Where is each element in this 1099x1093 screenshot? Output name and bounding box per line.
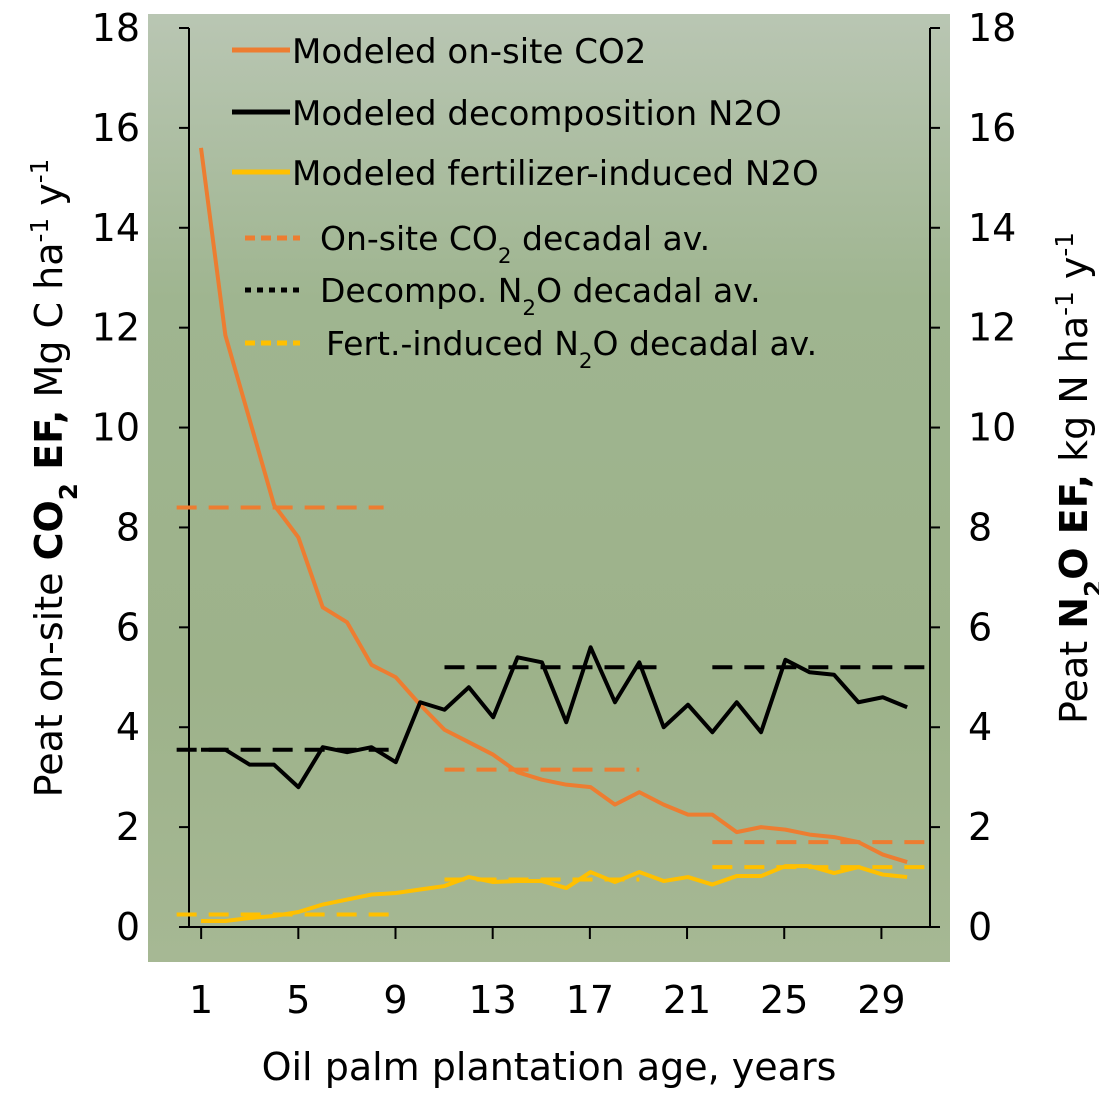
y-axis-title-part: EF, [27,410,71,483]
y-axis-title-part: y [27,183,71,218]
y2-tick-label: 16 [968,106,1016,150]
x-axis-title: Oil palm plantation age, years [262,1045,837,1089]
legend-label-part: decadal av. [512,219,711,258]
legend-label-part: O decadal av. [536,271,761,310]
x-tick-label: 5 [286,978,310,1022]
legend-label-part: Decompo. N [320,271,522,310]
legend-label-part: O decadal av. [593,324,818,363]
y-tick-label: 6 [116,605,140,649]
x-tick-label: 21 [663,978,711,1022]
y2-axis-title-part: N [1052,597,1096,629]
y-axis-title-part: -1 [25,218,54,243]
x-tick-label: 9 [383,978,407,1022]
legend-label-part: 2 [498,244,512,269]
legend-label-part: Fert.-induced N [326,324,579,363]
y2-tick-label: 2 [968,805,992,849]
page: 0 2 4 6 8 10 12 14 16 18 0 2 4 6 8 10 12 14 16 18 1 5 9 13 17 21 2… [0,0,1099,1093]
y-tick-label: 16 [92,106,140,150]
y2-tick-label: 6 [968,605,992,649]
y2-axis-title: Peat N2O EF, kg N ha-1 y-1 [1050,232,1099,724]
x-tick-label: 17 [566,978,614,1022]
y2-tick-label: 4 [968,705,992,749]
y-tick-label: 2 [116,805,140,849]
x-tick-label: 1 [189,978,213,1022]
y-tick-label: 4 [116,705,140,749]
y-tick-label: 12 [92,306,140,350]
y-tick-label: 10 [92,406,140,450]
legend-label-part: 2 [522,296,536,321]
legend-label: Modeled fertilizer-induced N2O [292,154,819,194]
y-tick-label: 18 [92,6,140,50]
y-axis-title-part: Peat on-site [27,560,71,797]
y2-tick-label: 18 [968,6,1016,50]
x-tick-label: 13 [469,978,517,1022]
y2-tick-label: 14 [968,206,1016,250]
y2-axis-title-part: Peat [1052,629,1096,724]
y-axis-title-part: CO [27,500,71,560]
y2-axis-title-part: -1 [1050,232,1079,257]
y2-axis-title-part: O EF, [1052,474,1096,580]
chart: 0 2 4 6 8 10 12 14 16 18 0 2 4 6 8 10 12 14 16 18 1 5 9 13 17 21 2… [0,0,1099,1093]
y-axis-title: Peat on-site CO2 EF, Mg C ha-1 y-1 [25,159,83,798]
legend-label: Modeled decomposition N2O [292,94,782,134]
legend-label: Modeled on-site CO2 [292,32,646,72]
y-axis-title-part: 2 [54,483,83,500]
legend-label-part: 2 [579,349,593,374]
y2-axis-title-part: kg N ha [1052,316,1096,474]
y2-tick-label: 10 [968,406,1016,450]
y2-tick-label: 12 [968,306,1016,350]
y-tick-label: 8 [116,505,140,549]
y-tick-label: 0 [116,905,140,949]
y2-axis-title-part: y [1052,257,1096,292]
y-tick-label: 14 [92,206,140,250]
y2-axis-title-part: -1 [1050,291,1079,316]
y2-axis-title-part: 2 [1079,580,1099,597]
y-axis-title-part: -1 [25,159,54,184]
x-tick-label: 25 [760,978,808,1022]
y-axis-title-part: Mg C ha [27,242,71,409]
y2-tick-label: 0 [968,905,992,949]
x-tick-label: 29 [857,978,905,1022]
y2-tick-label: 8 [968,505,992,549]
legend-label-part: On-site CO [320,219,498,258]
